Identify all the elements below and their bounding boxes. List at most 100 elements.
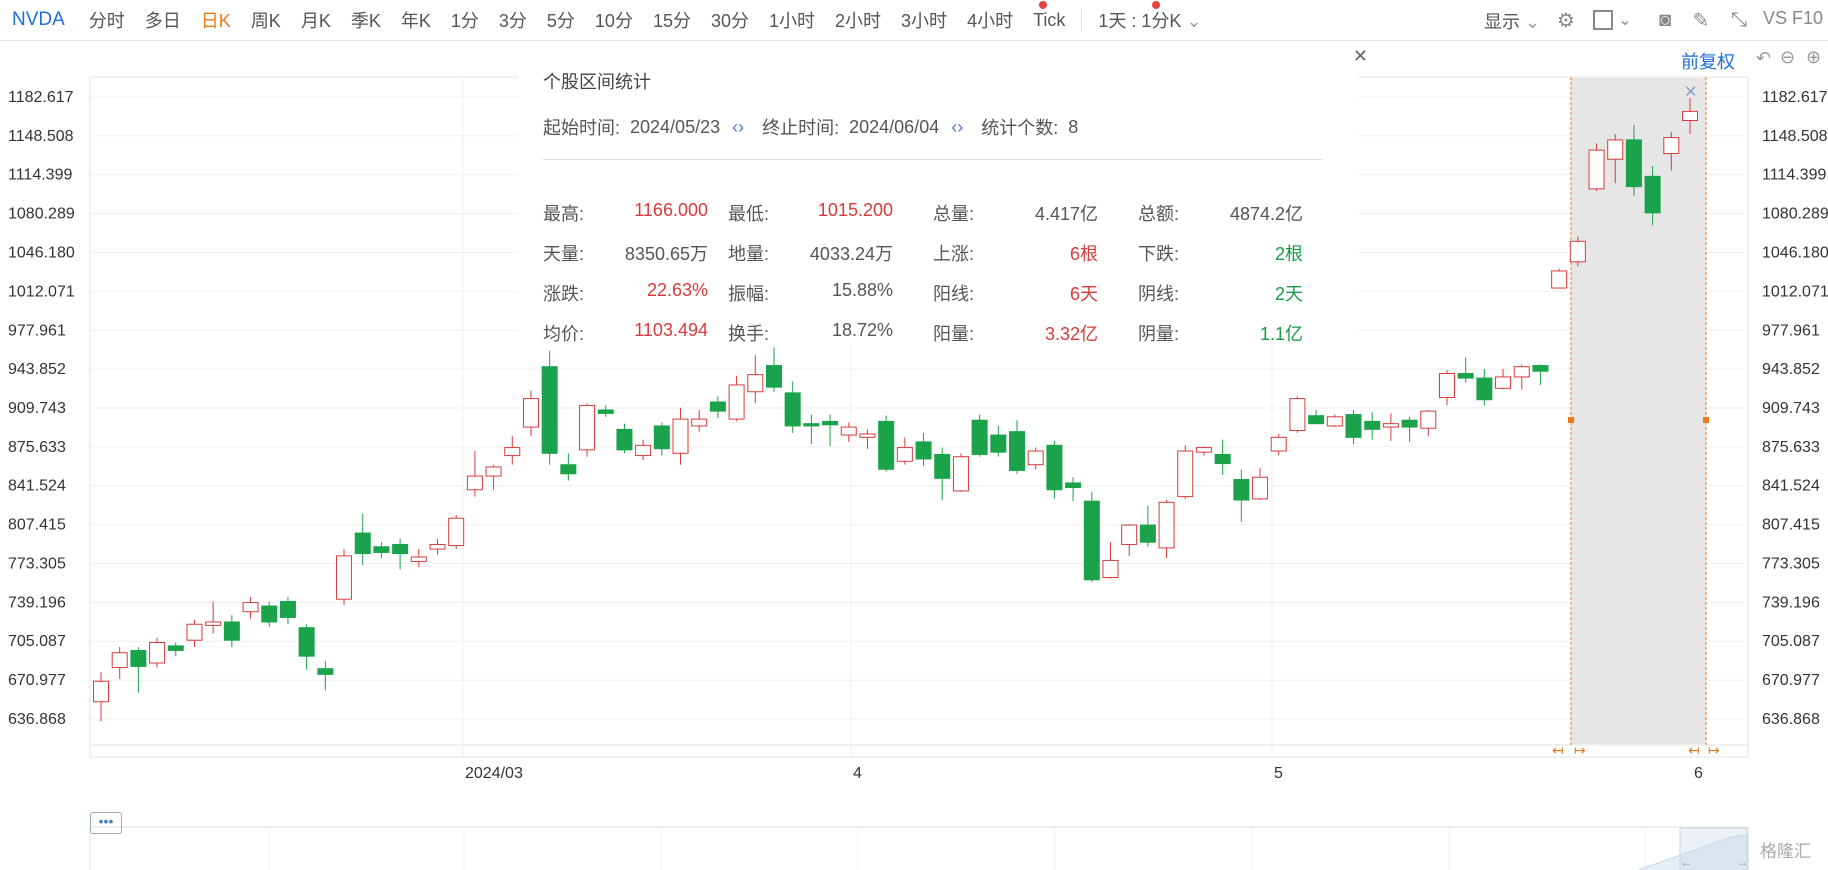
candle-up[interactable] xyxy=(672,418,689,454)
candle-down[interactable] xyxy=(541,366,558,454)
candle-down[interactable] xyxy=(822,420,839,426)
tab-period[interactable]: 1分 xyxy=(450,11,479,31)
candle-up[interactable] xyxy=(429,543,446,550)
candle-up[interactable] xyxy=(93,680,109,703)
selection-drag-arrow[interactable]: ↦ xyxy=(1574,742,1586,758)
candle-up[interactable] xyxy=(485,466,502,477)
tab-period[interactable]: 日K xyxy=(200,11,231,31)
selection-drag-arrow[interactable]: ↤ xyxy=(1688,742,1700,758)
tab-period[interactable]: 月K xyxy=(300,11,331,31)
candle-down[interactable] xyxy=(1065,482,1082,488)
selection-drag-arrow[interactable]: ↦ xyxy=(1708,742,1720,758)
settings-gear-icon[interactable]: ⚙ xyxy=(1557,9,1575,32)
candle-up[interactable] xyxy=(635,444,652,457)
tab-period[interactable]: 1小时 xyxy=(769,11,816,31)
candle-down[interactable] xyxy=(1457,373,1474,379)
candle-up[interactable] xyxy=(1158,501,1175,549)
tab-period[interactable]: 年K xyxy=(400,11,431,31)
candle-up[interactable] xyxy=(1607,139,1624,160)
candle-down[interactable] xyxy=(616,428,633,451)
navigator-frame[interactable] xyxy=(89,826,1749,870)
candle-up[interactable] xyxy=(111,652,128,669)
candle-up[interactable] xyxy=(1588,149,1605,190)
zoom-in-icon[interactable]: ⊕ xyxy=(1806,47,1822,67)
candle-down[interactable] xyxy=(1644,175,1661,214)
candlestick-chart[interactable]: 1182.617 1182.617 1148.508 1148.508 1114.399… xyxy=(0,40,1828,870)
candle-up[interactable] xyxy=(1270,436,1287,452)
candle-up[interactable] xyxy=(579,404,596,451)
candle-up[interactable] xyxy=(522,398,539,428)
candle-up[interactable] xyxy=(1420,410,1437,429)
close-icon[interactable]: ✕ xyxy=(1352,46,1368,66)
candle-down[interactable] xyxy=(1083,500,1100,581)
tab-period[interactable]: 周K xyxy=(250,11,281,31)
tab-period[interactable]: 2小时 xyxy=(835,11,882,31)
candle-down[interactable] xyxy=(1401,419,1418,428)
candle-down[interactable] xyxy=(878,420,895,470)
candle-down[interactable] xyxy=(765,365,782,388)
navigator-left-handle[interactable]: ← xyxy=(1680,855,1692,869)
candle-up[interactable] xyxy=(1027,450,1044,466)
candle-up[interactable] xyxy=(1289,398,1306,432)
candle-up[interactable] xyxy=(205,621,222,626)
pencil-icon[interactable]: ✎ xyxy=(1692,9,1710,32)
start-adjust-arrows-icon[interactable]: ‹› xyxy=(732,116,745,137)
tab-period[interactable]: 15分 xyxy=(652,11,691,31)
candle-up[interactable] xyxy=(1682,110,1698,121)
candle-down[interactable] xyxy=(1364,420,1381,430)
candle-up[interactable] xyxy=(1252,476,1269,500)
tab-period[interactable]: Tick xyxy=(1033,9,1066,30)
candle-down[interactable] xyxy=(784,392,801,427)
start-value[interactable]: 2024/05/23 xyxy=(630,116,721,137)
camera-icon[interactable]: ◙ xyxy=(1658,8,1672,31)
candle-up[interactable] xyxy=(1102,559,1119,579)
selection-close-icon[interactable]: ✕ xyxy=(1684,84,1698,101)
end-value[interactable]: 2024/06/04 xyxy=(849,116,940,137)
candle-up[interactable] xyxy=(336,555,353,600)
candle-up[interactable] xyxy=(466,475,483,491)
candle-down[interactable] xyxy=(915,441,932,460)
candle-up[interactable] xyxy=(691,418,708,427)
candle-down[interactable] xyxy=(560,464,577,475)
chevron-down-icon[interactable]: ⌄ xyxy=(1618,12,1632,29)
tab-period[interactable]: 5分 xyxy=(546,11,575,31)
candle-up[interactable] xyxy=(840,426,857,436)
candle-up[interactable] xyxy=(149,641,166,664)
candle-down[interactable] xyxy=(1532,365,1549,372)
candle-up[interactable] xyxy=(1382,423,1399,428)
end-adjust-arrows-icon[interactable]: ‹› xyxy=(951,116,964,137)
candle-down[interactable] xyxy=(1139,524,1156,543)
candle-down[interactable] xyxy=(1308,415,1325,425)
display-menu[interactable]: 显示 ⌄ xyxy=(1484,8,1540,34)
tab-period[interactable]: 3小时 xyxy=(901,11,948,31)
candle-up[interactable] xyxy=(728,384,745,420)
zoom-out-icon[interactable]: ⊖ xyxy=(1780,47,1796,67)
layout-box-icon[interactable] xyxy=(1592,9,1614,31)
candle-down[interactable] xyxy=(130,649,147,667)
ticker-symbol[interactable]: NVDA xyxy=(12,9,65,30)
candle-up[interactable] xyxy=(859,433,876,438)
candle-up[interactable] xyxy=(952,456,969,492)
candle-up[interactable] xyxy=(1495,376,1512,389)
candle-up[interactable] xyxy=(1663,137,1680,155)
tab-period[interactable]: 4小时 xyxy=(967,11,1014,31)
candle-up[interactable] xyxy=(1195,447,1212,453)
collapse-icon[interactable]: ⤡ xyxy=(1731,8,1747,31)
candle-down[interactable] xyxy=(1233,479,1250,501)
candle-down[interactable] xyxy=(373,546,390,553)
candle-up[interactable] xyxy=(242,602,259,613)
candle-down[interactable] xyxy=(709,401,726,412)
candle-up[interactable] xyxy=(1121,524,1138,545)
candle-down[interactable] xyxy=(597,409,614,414)
candle-up[interactable] xyxy=(504,447,521,457)
candle-up[interactable] xyxy=(1513,366,1530,378)
candle-down[interactable] xyxy=(990,434,1007,453)
navigator-more-button[interactable]: ••• xyxy=(90,812,122,834)
candle-up[interactable] xyxy=(747,374,764,393)
candle-down[interactable] xyxy=(261,605,278,623)
candle-up[interactable] xyxy=(1438,373,1455,398)
candle-up[interactable] xyxy=(448,517,465,547)
candle-up[interactable] xyxy=(1551,270,1568,289)
compare-button[interactable]: VS F10 xyxy=(1763,8,1824,28)
candle-down[interactable] xyxy=(1625,139,1642,188)
